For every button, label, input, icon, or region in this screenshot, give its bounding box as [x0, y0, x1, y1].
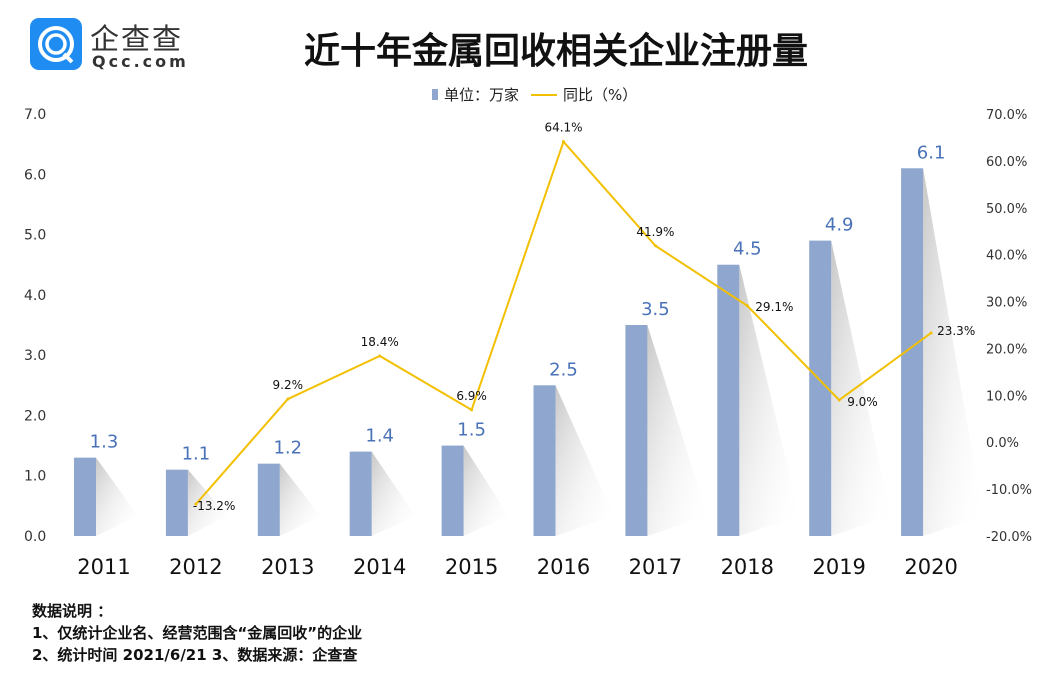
bar-2017 — [625, 325, 648, 536]
bar-value-label: 4.5 — [733, 239, 762, 260]
bar-shadow — [647, 325, 708, 536]
y-tick-label: 2.0 — [24, 408, 46, 424]
line-value-label: 64.1% — [544, 121, 582, 135]
bar-value-label: 3.5 — [641, 299, 670, 320]
bar-2013 — [257, 463, 280, 536]
x-tick-label: 2015 — [445, 555, 498, 579]
notes-heading: 数据说明 ： — [32, 602, 113, 620]
y2-tick-label: 60.0% — [986, 155, 1027, 170]
bar-2018 — [717, 264, 740, 536]
bar-value-label: 1.5 — [457, 420, 486, 441]
legend-bar-label: 单位：万家 — [444, 86, 520, 104]
bar-shadow — [279, 463, 321, 536]
logo-text: 企查查 — [90, 22, 184, 56]
notes-line-2: 2、统计时间 2021/6/21 3、数据来源：企查查 — [32, 646, 358, 664]
y2-tick-label: 30.0% — [986, 296, 1027, 311]
line-point-2017 — [653, 244, 657, 248]
line-point-2012 — [194, 502, 198, 506]
x-tick-label: 2019 — [812, 555, 865, 579]
bar-value-label: 2.5 — [549, 359, 578, 380]
bar-shadow — [371, 451, 416, 536]
bar-2020 — [901, 168, 924, 536]
data-notes: 数据说明 ： 1、仅统计企业名、经营范围含“金属回收”的企业 2、统计时间 20… — [32, 600, 362, 666]
line-value-label: 29.1% — [755, 300, 793, 314]
line-value-label: -13.2% — [193, 499, 235, 513]
line-value-label: 9.0% — [847, 395, 878, 409]
bar-2016 — [533, 385, 556, 536]
y-tick-label: 5.0 — [24, 228, 46, 244]
x-tick-label: 2018 — [721, 555, 774, 579]
line-point-2016 — [562, 140, 565, 144]
bar-value-label: 4.9 — [825, 215, 854, 236]
line-point-2013 — [286, 397, 290, 401]
bar-shadow — [187, 469, 228, 536]
y2-tick-label: -20.0% — [986, 530, 1032, 545]
x-tick-label: 2013 — [261, 555, 314, 579]
bar-value-label: 1.1 — [182, 444, 211, 465]
bar-shadow — [555, 385, 614, 536]
bar-value-label: 6.1 — [917, 142, 946, 163]
line-value-label: 41.9% — [636, 225, 674, 239]
x-tick-label: 2014 — [353, 555, 406, 579]
chart-title: 近十年金属回收相关企业注册量 — [303, 31, 808, 72]
bar-shadow — [463, 445, 509, 536]
bar-value-label: 1.3 — [90, 432, 119, 453]
bar-2011 — [74, 457, 96, 536]
y2-tick-label: 40.0% — [986, 249, 1027, 264]
bar-shadow — [923, 168, 984, 536]
x-tick-label: 2016 — [537, 555, 590, 579]
legend-line-label: 同比（%） — [563, 86, 638, 104]
y2-tick-label: -10.0% — [986, 483, 1032, 498]
y-tick-label: 6.0 — [24, 167, 46, 183]
bar-2019 — [809, 240, 832, 536]
y-tick-label: 4.0 — [24, 288, 46, 304]
x-tick-label: 2020 — [904, 555, 957, 579]
legend-line-swatch — [531, 93, 558, 96]
x-tick-label: 2011 — [77, 555, 130, 579]
bar-value-label: 1.2 — [273, 438, 302, 459]
logo-domain: Qcc.com — [92, 52, 189, 71]
bar-value-label: 1.4 — [365, 426, 394, 447]
bar-2014 — [349, 451, 372, 536]
line-point-2020 — [929, 331, 933, 335]
qcc-logo-icon — [30, 18, 82, 70]
line-value-label: 6.9% — [456, 389, 487, 403]
line-value-label: 23.3% — [937, 324, 975, 338]
y2-tick-label: 70.0% — [986, 108, 1027, 123]
line-value-label: 18.4% — [361, 335, 399, 349]
plot-area: 0.0 1.0 2.0 3.0 4.0 5.0 6.0 7.0 -20.0% -10.0% 0.0%… — [24, 107, 1032, 579]
bar-2012 — [165, 469, 188, 536]
y-tick-label: 7.0 — [24, 107, 46, 123]
x-tick-label: 2017 — [629, 555, 682, 579]
bar-shadow — [831, 240, 892, 536]
y2-tick-label: 20.0% — [986, 342, 1027, 357]
bar-shadow — [739, 264, 800, 536]
y-tick-label: 3.0 — [24, 348, 46, 364]
legend-bar-swatch — [432, 89, 438, 100]
x-tick-label: 2012 — [169, 555, 222, 579]
y-tick-label: 1.0 — [24, 469, 46, 485]
legend: 单位：万家 同比（%） — [432, 84, 637, 105]
bar-2015 — [441, 445, 464, 536]
y2-tick-label: 10.0% — [986, 389, 1027, 404]
notes-line-1: 1、仅统计企业名、经营范围含“金属回收”的企业 — [32, 624, 363, 642]
y2-tick-label: 0.0% — [986, 436, 1019, 451]
y-tick-label: 0.0 — [24, 529, 46, 545]
y2-tick-label: 50.0% — [986, 202, 1027, 217]
line-point-2015 — [470, 408, 474, 412]
line-value-label: 9.2% — [273, 378, 304, 392]
line-point-2014 — [378, 354, 382, 358]
line-point-2019 — [837, 398, 841, 402]
bar-shadow — [96, 457, 139, 536]
line-point-2018 — [745, 304, 749, 308]
